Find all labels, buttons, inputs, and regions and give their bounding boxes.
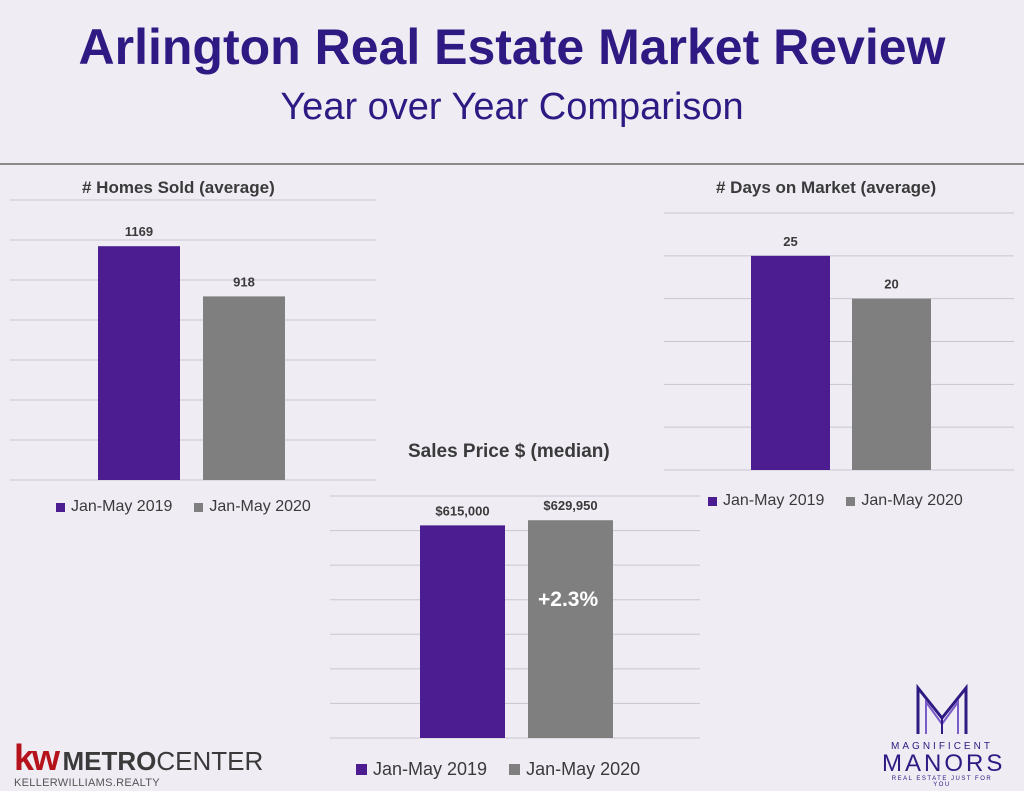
page-subtitle: Year over Year Comparison <box>280 86 744 128</box>
legend-item-2020: Jan-May 2020 <box>194 498 311 516</box>
mm-logo-top: MAGNIFICENT <box>891 741 993 752</box>
legend-swatch-2020 <box>509 764 521 775</box>
data-label: 918 <box>233 274 255 289</box>
bar-jan-may-2019 <box>420 525 505 738</box>
sales-price-change-annotation: +2.3% <box>538 588 599 611</box>
mm-logo-main: MANORS <box>882 750 1006 777</box>
homes-sold-legend: Jan-May 2019 Jan-May 2020 <box>56 498 333 516</box>
days-on-market-chart-title: # Days on Market (average) <box>716 178 937 197</box>
page-title: Arlington Real Estate Market Review <box>78 19 946 75</box>
legend-label-2020: Jan-May 2020 <box>209 498 311 515</box>
legend-label-2019: Jan-May 2019 <box>723 492 825 509</box>
bar-jan-may-2020 <box>852 298 931 470</box>
sales-price-chart-title: Sales Price $ (median) <box>408 441 610 462</box>
days-on-market-chart: 25 20 <box>664 212 1014 471</box>
legend-item-2019: Jan-May 2019 <box>708 492 824 510</box>
legend-label-2019: Jan-May 2019 <box>373 759 488 779</box>
kw-logo-center: CENTER <box>156 746 264 776</box>
legend-item-2019: Jan-May 2019 <box>56 498 172 516</box>
kw-logo-mark: kw <box>14 737 60 778</box>
bar-jan-may-2020 <box>528 520 613 738</box>
legend-swatch-2019 <box>56 502 65 512</box>
legend-swatch-2019 <box>356 764 367 775</box>
bar-jan-may-2020 <box>203 296 285 480</box>
data-label: $615,000 <box>435 503 489 518</box>
kw-logo-subtitle: KELLERWILLIAMS.REALTY <box>14 777 160 789</box>
magnificent-manors-logo: MAGNIFICENT MANORS REAL ESTATE JUST FOR … <box>882 683 1006 788</box>
homes-sold-chart-title: # Homes Sold (average) <box>82 178 275 197</box>
header-divider <box>0 163 1024 165</box>
kw-logo-text: METROCENTER <box>62 746 263 776</box>
legend-item-2020: Jan-May 2020 <box>509 759 640 780</box>
mm-logo-tagline: REAL ESTATE JUST FOR YOU <box>891 776 993 788</box>
legend-swatch-2019 <box>708 496 717 506</box>
data-label: $629,950 <box>543 498 597 513</box>
homes-sold-chart: 1169 918 <box>10 199 376 481</box>
data-label: 25 <box>783 234 797 249</box>
kw-metrocenter-logo: kw METROCENTER KELLERWILLIAMS.REALTY <box>14 737 263 789</box>
legend-item-2019: Jan-May 2019 <box>356 759 487 780</box>
sales-price-legend: Jan-May 2019 Jan-May 2020 <box>356 759 662 780</box>
bar-jan-may-2019 <box>751 255 830 470</box>
mm-monogram-icon <box>916 683 968 734</box>
data-label: 1169 <box>125 224 153 239</box>
bar-jan-may-2019 <box>98 246 180 480</box>
legend-item-2020: Jan-May 2020 <box>846 492 963 510</box>
kw-logo-metro: METRO <box>62 746 157 776</box>
days-on-market-legend: Jan-May 2019 Jan-May 2020 <box>708 492 985 510</box>
legend-label-2020: Jan-May 2020 <box>526 759 641 779</box>
data-label: 20 <box>884 277 898 292</box>
legend-label-2019: Jan-May 2019 <box>71 498 173 515</box>
legend-swatch-2020 <box>194 502 204 512</box>
legend-swatch-2020 <box>846 496 856 506</box>
legend-label-2020: Jan-May 2020 <box>861 492 963 509</box>
sales-price-chart: $615,000 $629,950 <box>330 495 700 739</box>
